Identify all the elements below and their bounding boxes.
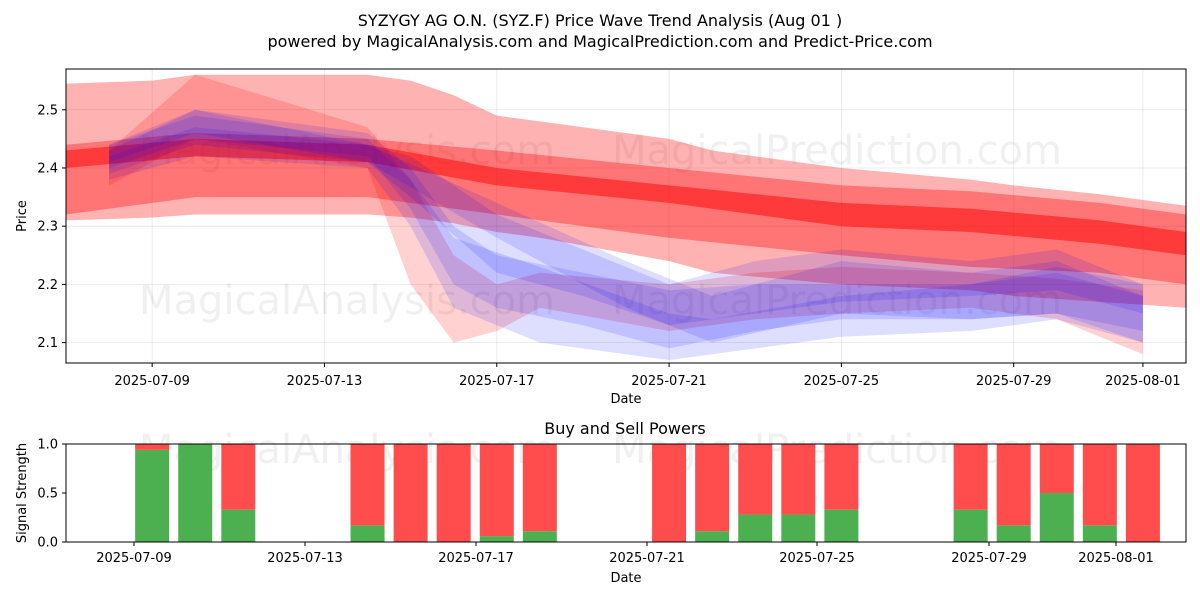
sell-bar [953,444,988,510]
sell-bar [695,444,730,532]
buy-bar [178,444,213,542]
buy-bar [695,531,730,542]
red-wave-band [109,74,1143,355]
price-x-tick-label: 2025-07-09 [114,374,190,389]
buy-bar [781,514,816,542]
buy-bar [221,509,256,542]
buy-bar [953,509,988,542]
buy-bar [738,514,773,542]
blue-wave-band [109,115,1143,361]
price-y-tick-label: 2.1 [37,336,58,351]
buy-bar [522,531,557,542]
sell-bar [479,444,514,537]
buy-bar [350,525,385,542]
bar-y-tick-label: 1.0 [37,438,58,453]
bar-y-tick-label: 0.0 [37,536,58,551]
sell-bar [652,444,687,542]
chart-title: SYZYGY AG O.N. (SYZ.F) Price Wave Trend … [358,11,842,30]
bar-x-axis-label: Date [610,571,641,586]
price-y-tick-label: 2.5 [37,103,58,118]
bar-x-tick-label: 2025-07-17 [438,551,514,566]
buy-bar [479,536,514,542]
price-x-axis-label: Date [610,392,641,407]
red-wave-band [66,133,1186,285]
price-wave-panel: MagicalAnalysis.com MagicalPrediction.com… [15,68,1187,407]
bar-y-axis-label: Signal Strength [15,443,30,543]
bar-x-tick-label: 2025-07-25 [779,551,855,566]
price-y-tick-label: 2.3 [37,220,58,235]
watermark-text: MagicalPrediction.com [612,278,1062,324]
sell-bar [1082,444,1117,526]
sell-bar [1039,444,1074,493]
price-y-axis-label: Price [15,200,30,232]
price-x-tick-label: 2025-07-25 [804,374,880,389]
buy-sell-panel: MagicalAnalysis.comMagicalPrediction.com… [15,427,1187,586]
buy-bar [1082,525,1117,542]
sell-bar [393,444,428,542]
sell-bar [781,444,816,515]
red-wave-band [66,138,1186,256]
chart-subtitle: powered by MagicalAnalysis.com and Magic… [267,32,932,51]
sell-bar [1125,444,1160,542]
price-x-tick-label: 2025-07-13 [287,374,363,389]
price-y-tick-label: 2.4 [37,161,58,176]
price-x-tick-label: 2025-07-21 [631,374,707,389]
blue-wave-band [109,109,1143,343]
sell-bar [221,444,256,510]
sell-bar [135,444,170,450]
price-y-tick-label: 2.2 [37,278,58,293]
buy-bar [996,525,1031,542]
blue-wave-band [109,109,1143,349]
price-x-tick-label: 2025-08-01 [1105,374,1181,389]
blue-wave-band [109,127,1143,326]
bar-x-tick-label: 2025-07-09 [96,551,172,566]
bar-y-tick-label: 0.5 [37,487,58,502]
buy-bar [824,509,859,542]
sell-bar [738,444,773,515]
sell-bar [824,444,859,510]
sell-bar [996,444,1031,526]
sell-bar [350,444,385,526]
watermark-text: MagicalPrediction.com [612,128,1062,174]
bar-x-tick-label: 2025-07-21 [609,551,685,566]
bar-x-tick-label: 2025-07-13 [267,551,343,566]
watermark-text: MagicalAnalysis.com [139,278,555,324]
buy-bar [135,449,170,542]
bar-x-tick-label: 2025-07-29 [951,551,1027,566]
price-plot-frame [65,68,1187,364]
bar-x-tick-label: 2025-08-01 [1078,551,1154,566]
bar-chart-title: Buy and Sell Powers [544,419,706,438]
sell-bar [436,444,471,542]
price-x-tick-label: 2025-07-17 [459,374,535,389]
buy-bar [1039,493,1074,542]
sell-bar [522,444,557,532]
price-x-tick-label: 2025-07-29 [976,374,1052,389]
